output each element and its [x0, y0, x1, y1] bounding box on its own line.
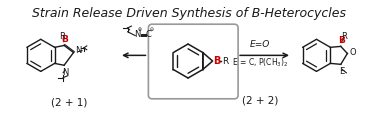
Text: N: N	[62, 68, 68, 77]
Text: N: N	[76, 46, 82, 55]
Text: R: R	[59, 32, 65, 41]
FancyBboxPatch shape	[149, 24, 238, 99]
Text: (2 + 2): (2 + 2)	[242, 96, 278, 106]
Text: C: C	[146, 30, 151, 39]
Text: R: R	[341, 32, 347, 41]
Text: $^{\ominus}$: $^{\ominus}$	[149, 28, 155, 34]
Text: (2 + 1): (2 + 1)	[51, 98, 87, 108]
Text: E: E	[339, 67, 344, 76]
Text: B: B	[61, 35, 68, 44]
Text: O: O	[349, 48, 356, 57]
Text: E=O: E=O	[249, 39, 270, 49]
Text: R: R	[222, 57, 228, 66]
Text: Strain Release Driven Synthesis of B-Heterocycles: Strain Release Driven Synthesis of B-Het…	[32, 7, 346, 20]
Text: B: B	[338, 36, 345, 45]
Text: N: N	[134, 30, 140, 39]
Text: $^{\oplus}$: $^{\oplus}$	[137, 28, 143, 34]
Text: E = C, P(CH$_3$)$_2$: E = C, P(CH$_3$)$_2$	[232, 57, 288, 69]
Text: B: B	[214, 56, 221, 66]
